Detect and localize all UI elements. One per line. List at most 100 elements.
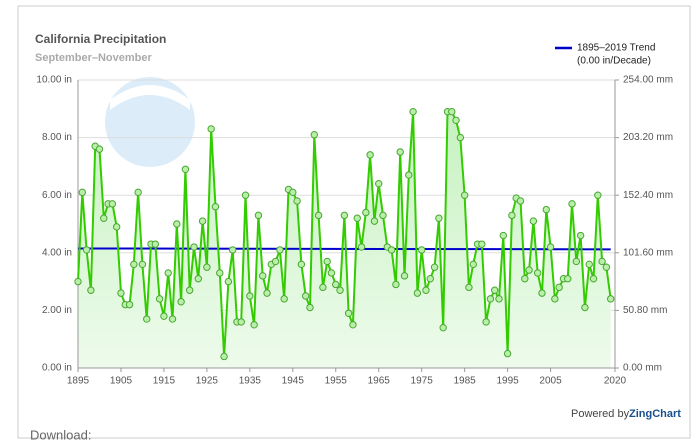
data-point (134, 188, 142, 197)
data-point (112, 223, 121, 231)
x-tick-label: 2020 (604, 376, 627, 387)
x-tick-label: 1975 (411, 376, 434, 387)
data-point (581, 303, 589, 312)
area (78, 111, 611, 368)
x-tick-label: 1915 (153, 376, 176, 387)
data-point (456, 133, 465, 142)
data-point (585, 260, 593, 269)
x-tick-label: 1935 (239, 376, 262, 387)
x-tick-label: 2005 (539, 376, 562, 387)
x-tick-label: 1895 (67, 376, 90, 387)
data-point (327, 269, 336, 277)
x-tick-label: 1905 (110, 376, 133, 387)
data-point (306, 303, 314, 312)
data-point (516, 197, 525, 205)
data-point (435, 214, 443, 222)
data-point (495, 295, 503, 303)
data-point (499, 231, 508, 240)
data-point (207, 125, 215, 133)
y-tick-label: 0.00 in (42, 363, 72, 374)
data-point (392, 280, 400, 289)
data-point (396, 148, 404, 156)
data-point (194, 275, 202, 283)
data-point (594, 191, 602, 199)
frame (17, 5, 691, 439)
trend-line (77, 247, 611, 251)
data-point (572, 257, 581, 266)
data-point (344, 309, 353, 317)
data-point (460, 191, 469, 199)
data-point (95, 145, 104, 153)
data-point (117, 289, 125, 297)
footer-brand[interactable]: ZingChart (629, 408, 681, 420)
data-point (589, 275, 598, 283)
legend-label: 1895–2019 Trend (577, 43, 655, 54)
data-point (82, 246, 91, 254)
y-tick-label: 2.00 in (42, 305, 72, 316)
data-point (529, 217, 538, 225)
data-point (87, 286, 95, 294)
data-point (478, 240, 486, 248)
data-point (452, 116, 460, 125)
data-point (576, 231, 585, 240)
data-point (198, 217, 207, 225)
data-point (220, 352, 228, 361)
data-point (297, 260, 306, 269)
data-point (250, 321, 258, 329)
data-point (143, 315, 151, 323)
data-point (564, 275, 572, 283)
data-point (259, 272, 267, 280)
data-point (246, 292, 254, 300)
x-tick-label: 1965 (368, 376, 391, 387)
data-point (108, 200, 117, 208)
data-point (155, 295, 164, 303)
data-point (353, 214, 361, 222)
data-point (426, 275, 434, 283)
data-point (74, 277, 82, 286)
y2-tick-label: 50.80 mm (623, 305, 667, 316)
data-point (263, 289, 271, 297)
data-point (525, 266, 533, 274)
legend-label: (0.00 in/Decade) (577, 56, 651, 67)
data-point (190, 243, 198, 251)
y2-tick-label: 203.20 mm (623, 132, 673, 143)
data-point (482, 318, 490, 326)
data-point (538, 289, 546, 297)
data-point (486, 295, 495, 303)
data-point (409, 107, 417, 116)
data-point (241, 191, 250, 199)
data-point (469, 260, 477, 269)
data-point (362, 208, 370, 217)
data-point (555, 283, 563, 292)
x-tick-label: 1945 (282, 376, 305, 387)
y-tick-label: 4.00 in (42, 247, 72, 258)
y-tick-label: 8.00 in (42, 132, 72, 143)
data-point (314, 211, 323, 220)
data-point (271, 257, 280, 266)
data-point (100, 214, 108, 222)
data-point (491, 286, 499, 294)
data-point (602, 263, 611, 271)
data-point (78, 188, 86, 197)
data-point (216, 269, 224, 277)
data-point (237, 318, 245, 326)
data-point (276, 246, 284, 254)
data-point (319, 283, 327, 292)
data-point (173, 220, 181, 228)
data-point (546, 243, 555, 251)
data-point (349, 321, 357, 329)
data-point (228, 246, 237, 254)
data-point (439, 323, 447, 332)
x-tick-label: 1985 (454, 376, 477, 387)
data-point (551, 295, 559, 303)
data-point (125, 300, 134, 309)
data-point (151, 240, 160, 248)
y2-tick-label: 0.00 mm (623, 363, 662, 374)
data-point (185, 286, 194, 294)
data-point (387, 246, 396, 254)
y2-tick-label: 101.60 mm (623, 247, 673, 258)
data-point (417, 246, 426, 254)
data-point (508, 211, 516, 220)
data-point (375, 179, 383, 188)
data-point (254, 211, 263, 220)
